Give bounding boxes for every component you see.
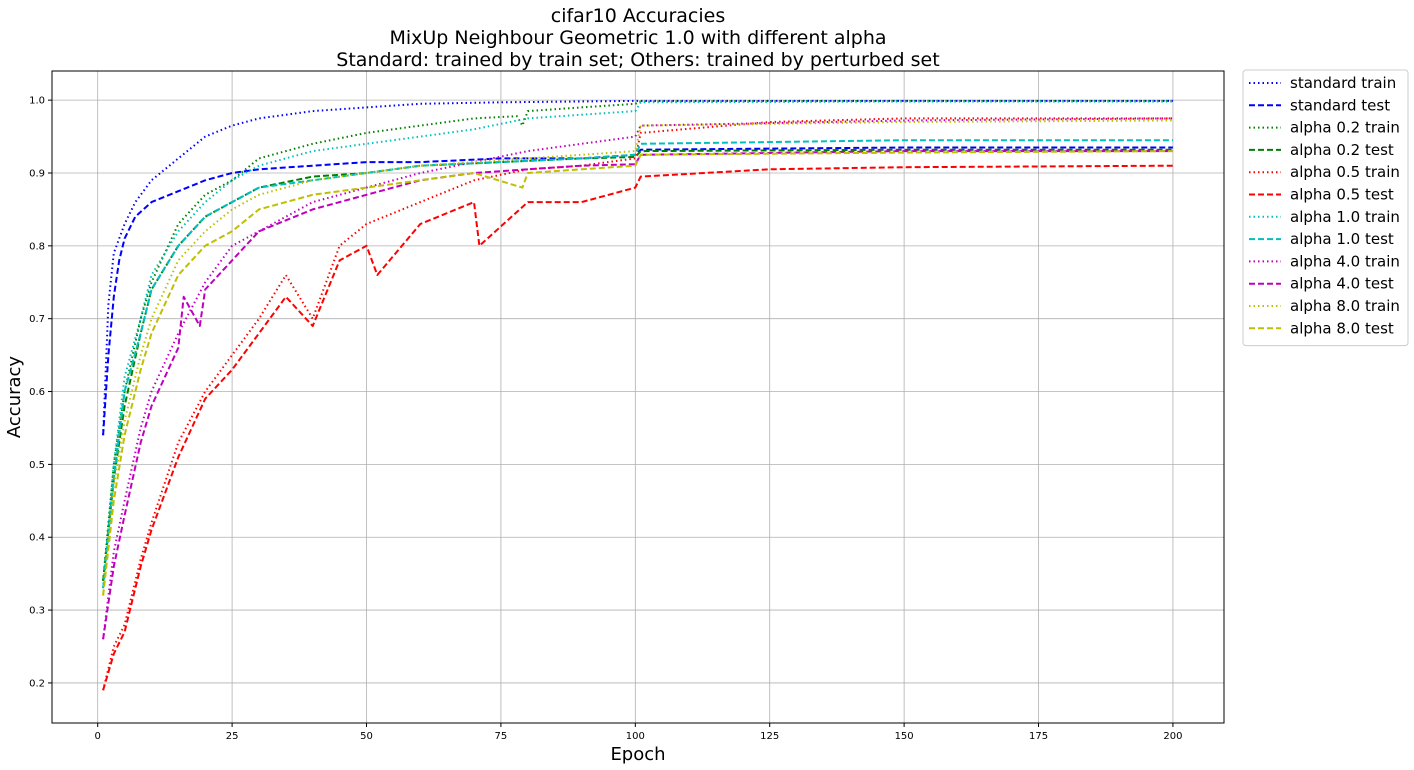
series-line-5 [102,164,1173,691]
x-tick-label: 75 [495,731,508,742]
x-tick-label: 50 [360,731,373,742]
series-line-7 [102,139,1173,589]
legend-label: alpha 0.2 test [1290,141,1394,159]
legend-label: alpha 4.0 test [1290,275,1394,293]
chart-title-line-3: Standard: trained by train set; Others: … [336,49,939,71]
series-line-1 [102,146,1173,436]
y-tick-label: 0.4 [29,533,45,544]
x-tick-label: 200 [1163,731,1182,742]
series-line-0 [102,99,1173,436]
legend-label: alpha 0.2 train [1290,119,1400,137]
plot-lines [102,99,1173,691]
chart-title-line-1: cifar10 Accuracies [551,5,725,27]
series-line-4 [102,117,1173,691]
legend-label: alpha 8.0 train [1290,297,1400,315]
series-line-8 [102,117,1173,640]
x-axis-label: Epoch [610,744,665,765]
legend-label: alpha 1.0 train [1290,208,1400,226]
legend-label: standard train [1290,74,1396,92]
x-tick-label: 125 [760,731,779,742]
y-tick-label: 0.5 [29,460,45,471]
legend-label: alpha 4.0 train [1290,252,1400,270]
y-tick-label: 0.3 [29,606,45,617]
x-tick-label: 150 [895,731,914,742]
x-tick-label: 100 [626,731,645,742]
series-line-6 [102,100,1173,589]
y-tick-label: 0.7 [29,314,45,325]
series-line-10 [102,119,1173,596]
y-axis-label: Accuracy [4,356,25,439]
grid [52,71,1224,723]
x-tick-label: 175 [1029,731,1048,742]
x-tick-label: 0 [95,731,101,742]
legend-label: standard test [1290,96,1390,114]
y-tick-label: 0.8 [29,241,45,252]
y-tick-label: 0.9 [29,168,45,179]
y-tick-label: 0.2 [29,678,45,689]
legend-box [1242,69,1409,347]
y-tick-label: 0.6 [29,387,45,398]
series-line-3 [102,148,1173,582]
y-tick-label: 1.0 [29,96,45,107]
x-tick-label: 25 [226,731,239,742]
chart-title-line-2: MixUp Neighbour Geometric 1.0 with diffe… [389,27,886,49]
legend-label: alpha 8.0 test [1290,319,1394,337]
x-axis-ticks: 0 25 50 75 100 125 150 175 200 [95,723,1182,742]
plot-area-frame [51,70,1225,724]
series-line-11 [102,150,1173,596]
legend-label: alpha 1.0 test [1290,230,1394,248]
series-line-2 [102,99,1173,581]
series-line-9 [102,150,1173,640]
legend-label: alpha 0.5 test [1290,186,1394,204]
legend: standard train standard test alpha 0.2 tra… [1242,69,1409,347]
legend-label: alpha 0.5 train [1290,163,1400,181]
chart-title: cifar10 Accuracies MixUp Neighbour Geome… [336,5,939,71]
y-axis-ticks: 0.2 0.3 0.4 0.5 0.6 0.7 0.8 0.9 1.0 [29,96,52,689]
